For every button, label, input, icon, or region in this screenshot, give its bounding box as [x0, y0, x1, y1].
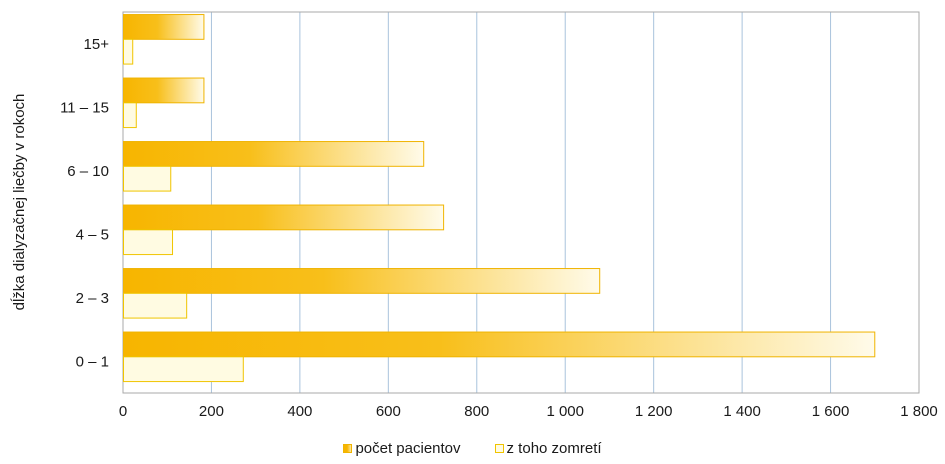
legend-label-patients: počet pacientov: [355, 440, 461, 457]
legend-item-deceased: z toho zomretí: [494, 440, 602, 457]
plot-area: [123, 12, 919, 393]
y-axis-title: dĺžka dialyzačnej liečby v rokoch: [10, 94, 28, 311]
bar-patients: [123, 141, 425, 167]
bar-deceased: [123, 38, 134, 65]
bar-patients: [123, 268, 601, 294]
x-tick-label: 1 400: [723, 403, 761, 420]
x-tick-label: 1 000: [546, 403, 584, 420]
bar-patients: [123, 331, 876, 358]
x-tick-label: 600: [376, 403, 401, 420]
plot-frame: [122, 11, 920, 394]
x-tick-label: 1 600: [812, 403, 850, 420]
y-tick-label: 15+: [84, 36, 110, 53]
x-tick-label: 1 200: [635, 403, 673, 420]
legend-swatch-deceased: [494, 444, 504, 453]
x-tick-label: 800: [464, 403, 489, 420]
y-tick-label: 2 – 3: [76, 290, 109, 307]
legend-swatch-patients: [343, 444, 353, 453]
bar-patients: [123, 14, 205, 40]
bar-patients: [123, 204, 445, 231]
y-tick-label: 6 – 10: [67, 163, 109, 180]
x-tick-label: 0: [119, 403, 127, 420]
x-tick-label: 200: [199, 403, 224, 420]
legend-item-patients: počet pacientov: [343, 440, 461, 457]
bar-patients: [123, 77, 205, 104]
legend: počet pacientov z toho zomretí: [0, 440, 945, 457]
y-tick-label: 11 – 15: [60, 99, 109, 116]
y-tick-label: 0 – 1: [76, 353, 109, 370]
legend-label-deceased: z toho zomretí: [506, 440, 602, 457]
x-tick-label: 1 800: [900, 403, 938, 420]
bar-deceased: [123, 229, 174, 256]
bar-deceased: [123, 356, 244, 383]
y-tick-label: 4 – 5: [76, 226, 109, 243]
bar-chart: dĺžka dialyzačnej liečby v rokoch 0 200 40…: [10, 11, 938, 420]
bar-deceased: [123, 165, 172, 192]
bar-deceased: [123, 292, 188, 319]
bar-deceased: [123, 102, 137, 129]
x-tick-label: 400: [287, 403, 312, 420]
